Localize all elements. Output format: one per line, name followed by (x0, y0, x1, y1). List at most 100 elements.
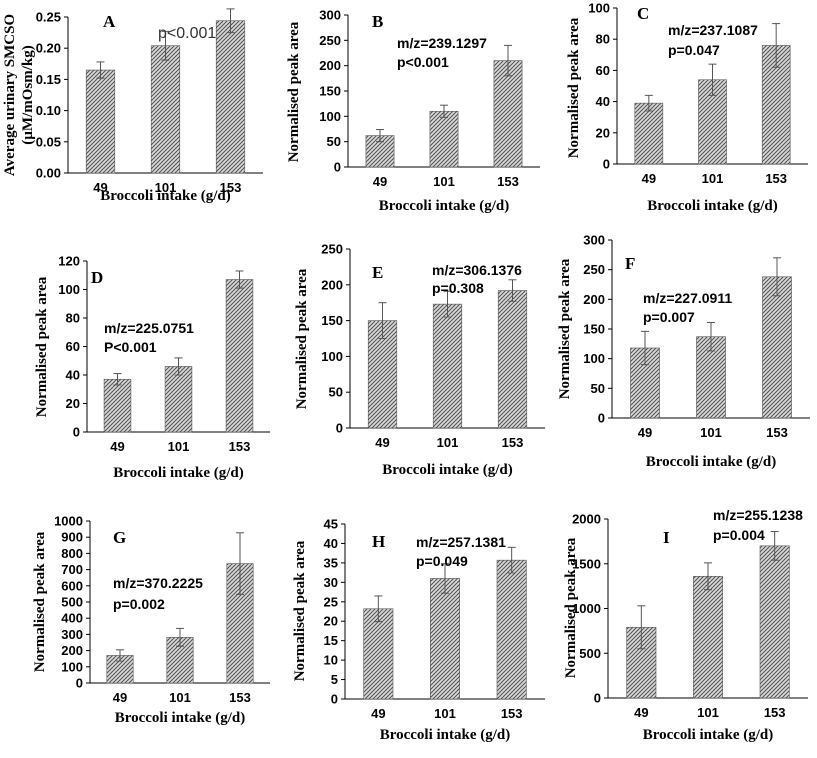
x-tick-label: 153 (501, 706, 523, 721)
y-tick-label: 0 (76, 676, 83, 691)
x-tick-label: 153 (497, 174, 519, 189)
y-tick-label: 600 (61, 578, 83, 593)
stat-annotation: m/z=255.1238 (713, 507, 803, 523)
y-tick-label: 300 (319, 8, 341, 23)
stat-annotation: p=0.047 (668, 42, 720, 58)
stat-annotation: P<0.001 (104, 339, 157, 355)
y-tick-label: 100 (319, 109, 341, 124)
bar-153 (497, 290, 528, 429)
x-tick-label: 49 (375, 435, 389, 450)
x-tick-label: 153 (220, 180, 242, 195)
bar-49 (103, 378, 132, 433)
x-axis-title: Broccoli intake (g/d) (379, 198, 510, 214)
stat-annotation: m/z=227.0911 (643, 290, 732, 306)
y-tick-label: 100 (588, 1, 610, 16)
y-tick-label: 500 (579, 646, 601, 661)
x-tick-label: 49 (634, 705, 648, 720)
panel-letter: D (91, 268, 103, 287)
y-tick-label: 60 (596, 63, 610, 78)
x-tick-label: 101 (434, 706, 456, 721)
y-tick-label: 250 (321, 242, 343, 257)
stat-annotation: m/z=257.1381 (416, 534, 506, 550)
x-tick-label: 49 (110, 439, 124, 454)
y-tick-label: 60 (66, 339, 80, 354)
x-tick-label: 49 (642, 171, 656, 186)
y-tick-label: 120 (58, 254, 80, 269)
bar-49 (85, 69, 116, 174)
stat-annotation: m/z=237.1087 (668, 22, 758, 38)
stat-annotation: p=0.049 (416, 553, 468, 569)
y-tick-label: 80 (66, 311, 80, 326)
y-tick-label: 0.00 (36, 166, 61, 181)
y-tick-label: 100 (58, 282, 80, 297)
y-tick-label: 0.25 (36, 10, 61, 25)
panel-f: 0 50 100 150 200 250 300 49 101 153 Broccoli intak… (557, 233, 810, 470)
y-tick-label: 0.05 (36, 134, 61, 149)
x-tick-label: 153 (764, 705, 786, 720)
bar-153 (496, 559, 527, 700)
y-tick-label: 1000 (54, 514, 83, 529)
x-tick-label: 153 (765, 171, 787, 186)
y-tick-label: 0 (598, 411, 605, 426)
stat-annotation: m/z=306.1376 (432, 262, 522, 278)
panel-letter: A (103, 12, 116, 31)
y-axis-title: Normalised peak area (286, 21, 302, 162)
y-tick-label: 0.15 (36, 72, 61, 87)
x-axis-title: Broccoli intake (g/d) (382, 462, 513, 478)
panel-letter: G (113, 528, 126, 547)
x-tick-label: 101 (702, 171, 724, 186)
y-tick-label: 40 (66, 368, 80, 383)
panel-b: 0 50 100 150 200 250 300 49 101 153 Broccoli intak… (286, 8, 540, 214)
x-tick-label: 49 (371, 706, 385, 721)
y-tick-label: 200 (321, 277, 343, 292)
y-tick-label: 30 (324, 575, 338, 590)
y-tick-label: 900 (61, 530, 83, 545)
x-tick-label: 49 (93, 180, 107, 195)
y-tick-label: 250 (583, 262, 605, 277)
y-tick-label: 0 (594, 691, 601, 706)
x-axis-title: Broccoli intake (g/d) (100, 188, 231, 204)
panel-i: 0 500 1000 1500 2000 49 101 153 Broccoli intake … (563, 507, 808, 743)
y-tick-label: 100 (61, 659, 83, 674)
panel-letter: H (372, 532, 385, 551)
y-tick-label: 400 (61, 611, 83, 626)
y-tick-label: 40 (324, 536, 338, 551)
y-tick-label: 200 (61, 643, 83, 658)
x-axis-title: Broccoli intake (g/d) (647, 198, 778, 214)
x-tick-label: 101 (433, 174, 455, 189)
y-tick-label: 45 (324, 517, 338, 532)
y-tick-label: 40 (596, 94, 610, 109)
x-tick-label: 49 (373, 174, 387, 189)
y-tick-label: 250 (319, 33, 341, 48)
x-tick-label: 101 (437, 435, 459, 450)
bar-101 (432, 303, 463, 429)
y-axis-title: Normalised peak area (34, 276, 50, 417)
x-tick-label: 153 (766, 425, 788, 440)
y-tick-label: 50 (591, 381, 605, 396)
x-tick-label: 101 (168, 439, 190, 454)
x-tick-label: 153 (502, 435, 524, 450)
panel-c: 0 20 40 60 80 100 49 101 153 Broccoli intake (g/d… (566, 1, 808, 214)
y-tick-label: 100 (321, 349, 343, 364)
y-tick-label: 25 (324, 594, 338, 609)
x-tick-label: 101 (697, 705, 719, 720)
bar-49 (363, 608, 394, 700)
y-tick-label: 50 (327, 134, 341, 149)
x-axis-title: Broccoli intake (g/d) (646, 454, 777, 470)
y-tick-label: 200 (583, 292, 605, 307)
panel-letter: C (637, 4, 649, 23)
panel-h: 0 5 10 15 20 25 30 35 40 45 49 101 153 Broccoli intak… (292, 517, 545, 743)
x-tick-label: 101 (169, 690, 191, 705)
y-tick-label: 1500 (572, 556, 601, 571)
y-tick-label: 700 (61, 562, 83, 577)
y-tick-label: 150 (321, 313, 343, 328)
bar-101 (164, 366, 193, 433)
x-tick-label: 153 (229, 690, 251, 705)
bar-153 (225, 279, 254, 433)
x-tick-label: 49 (113, 690, 127, 705)
bar-49 (634, 102, 664, 165)
y-tick-label: 50 (329, 385, 343, 400)
y-tick-label: 0 (603, 157, 610, 172)
y-tick-label: 0 (334, 160, 341, 175)
